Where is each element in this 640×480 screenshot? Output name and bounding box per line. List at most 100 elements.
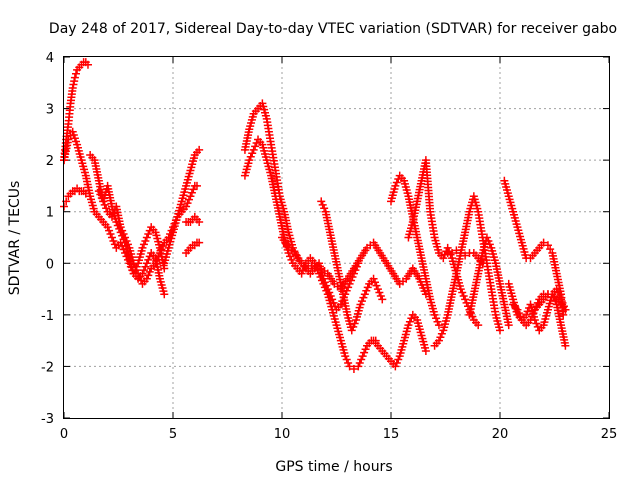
data-point <box>116 223 125 232</box>
data-point <box>434 336 443 345</box>
data-point-interp <box>407 314 416 323</box>
data-point <box>99 197 108 206</box>
data-point <box>373 285 382 294</box>
data-point-interp <box>371 278 380 287</box>
data-point <box>526 316 535 325</box>
data-point-interp <box>131 262 140 271</box>
data-point-interp <box>360 348 369 357</box>
data-point-interp <box>485 240 494 249</box>
data-point-interp <box>484 236 493 245</box>
data-point-interp <box>251 142 260 151</box>
data-point-interp <box>312 262 321 271</box>
data-point <box>142 233 151 242</box>
data-point <box>552 285 561 294</box>
data-point <box>94 187 103 196</box>
data-point <box>404 321 413 330</box>
data-point <box>195 218 204 227</box>
series-arc13 <box>369 310 430 371</box>
data-point-interp <box>285 252 294 261</box>
data-point-interp <box>516 312 525 321</box>
x-tick-label: 5 <box>169 427 177 442</box>
data-point <box>192 181 201 190</box>
x-tick-label: 25 <box>601 427 618 442</box>
data-point <box>561 305 570 314</box>
data-point <box>151 259 160 268</box>
series-arc17 <box>443 246 487 268</box>
data-point-interp <box>132 266 141 275</box>
data-point-interp <box>287 255 296 264</box>
data-point-interp <box>394 355 403 364</box>
data-point-interp <box>555 291 564 300</box>
data-point <box>336 300 345 309</box>
data-point-interp <box>135 273 144 282</box>
data-point-interp <box>349 322 358 331</box>
data-point-interp <box>110 240 119 249</box>
data-point-interp <box>361 345 370 354</box>
data-point <box>452 246 461 255</box>
y-tick-label: -3 <box>41 412 54 427</box>
data-point-interp <box>532 319 541 328</box>
data-point <box>70 73 79 82</box>
data-point <box>482 233 491 242</box>
data-point <box>360 290 369 299</box>
data-point <box>391 181 400 190</box>
data-point-interp <box>158 242 167 251</box>
data-point <box>461 251 470 260</box>
data-point-interp <box>106 230 115 239</box>
data-point-interp <box>119 230 128 239</box>
data-point <box>142 274 151 283</box>
data-point <box>522 310 531 319</box>
data-point <box>138 243 147 252</box>
data-point <box>461 295 470 304</box>
y-tick-label: -1 <box>41 309 54 324</box>
data-point <box>513 305 522 314</box>
data-point <box>107 233 116 242</box>
data-point-interp <box>432 314 441 323</box>
data-point-interp <box>189 185 198 194</box>
data-point <box>182 202 191 211</box>
data-point-interp <box>529 309 538 318</box>
series-arc8 <box>182 238 204 257</box>
data-point <box>559 310 568 319</box>
data-point <box>319 279 328 288</box>
data-point-interp <box>145 252 154 261</box>
data-point-interp <box>362 286 371 295</box>
data-point <box>496 326 504 335</box>
chart-title: Day 248 of 2017, Sidereal Day-to-day VTE… <box>49 21 617 37</box>
data-point-interp <box>458 288 467 297</box>
y-tick-label: 0 <box>46 257 54 272</box>
data-point-interp <box>320 204 329 213</box>
data-point-interp <box>122 236 131 245</box>
data-point-interp <box>144 255 153 264</box>
plot-frame <box>63 56 610 419</box>
data-point-interp <box>145 226 154 235</box>
data-point <box>474 321 483 330</box>
data-point <box>539 238 548 247</box>
data-point <box>430 310 439 319</box>
data-point-interp <box>527 312 536 321</box>
data-point-interp <box>118 226 127 235</box>
x-tick-label: 0 <box>60 427 68 442</box>
data-point <box>103 223 112 232</box>
data-point <box>456 285 465 294</box>
data-point-interp <box>317 276 326 285</box>
data-point <box>369 274 378 283</box>
data-point <box>439 254 448 263</box>
data-point-interp <box>357 297 366 306</box>
data-point-interp <box>558 298 567 307</box>
series-arc16 <box>430 192 504 350</box>
data-point-interp <box>246 152 255 161</box>
data-point-interp <box>153 255 162 264</box>
series-arc11 <box>278 233 430 299</box>
data-point <box>107 212 116 221</box>
data-point-interp <box>372 281 381 290</box>
data-point-interp <box>316 273 325 282</box>
data-point-interp <box>405 317 414 326</box>
data-point-interp <box>514 309 523 318</box>
data-point-interp <box>363 283 372 292</box>
series-arc22 <box>530 285 570 314</box>
data-point <box>245 156 254 165</box>
data-point <box>134 269 143 278</box>
data-point-interp <box>97 193 106 202</box>
